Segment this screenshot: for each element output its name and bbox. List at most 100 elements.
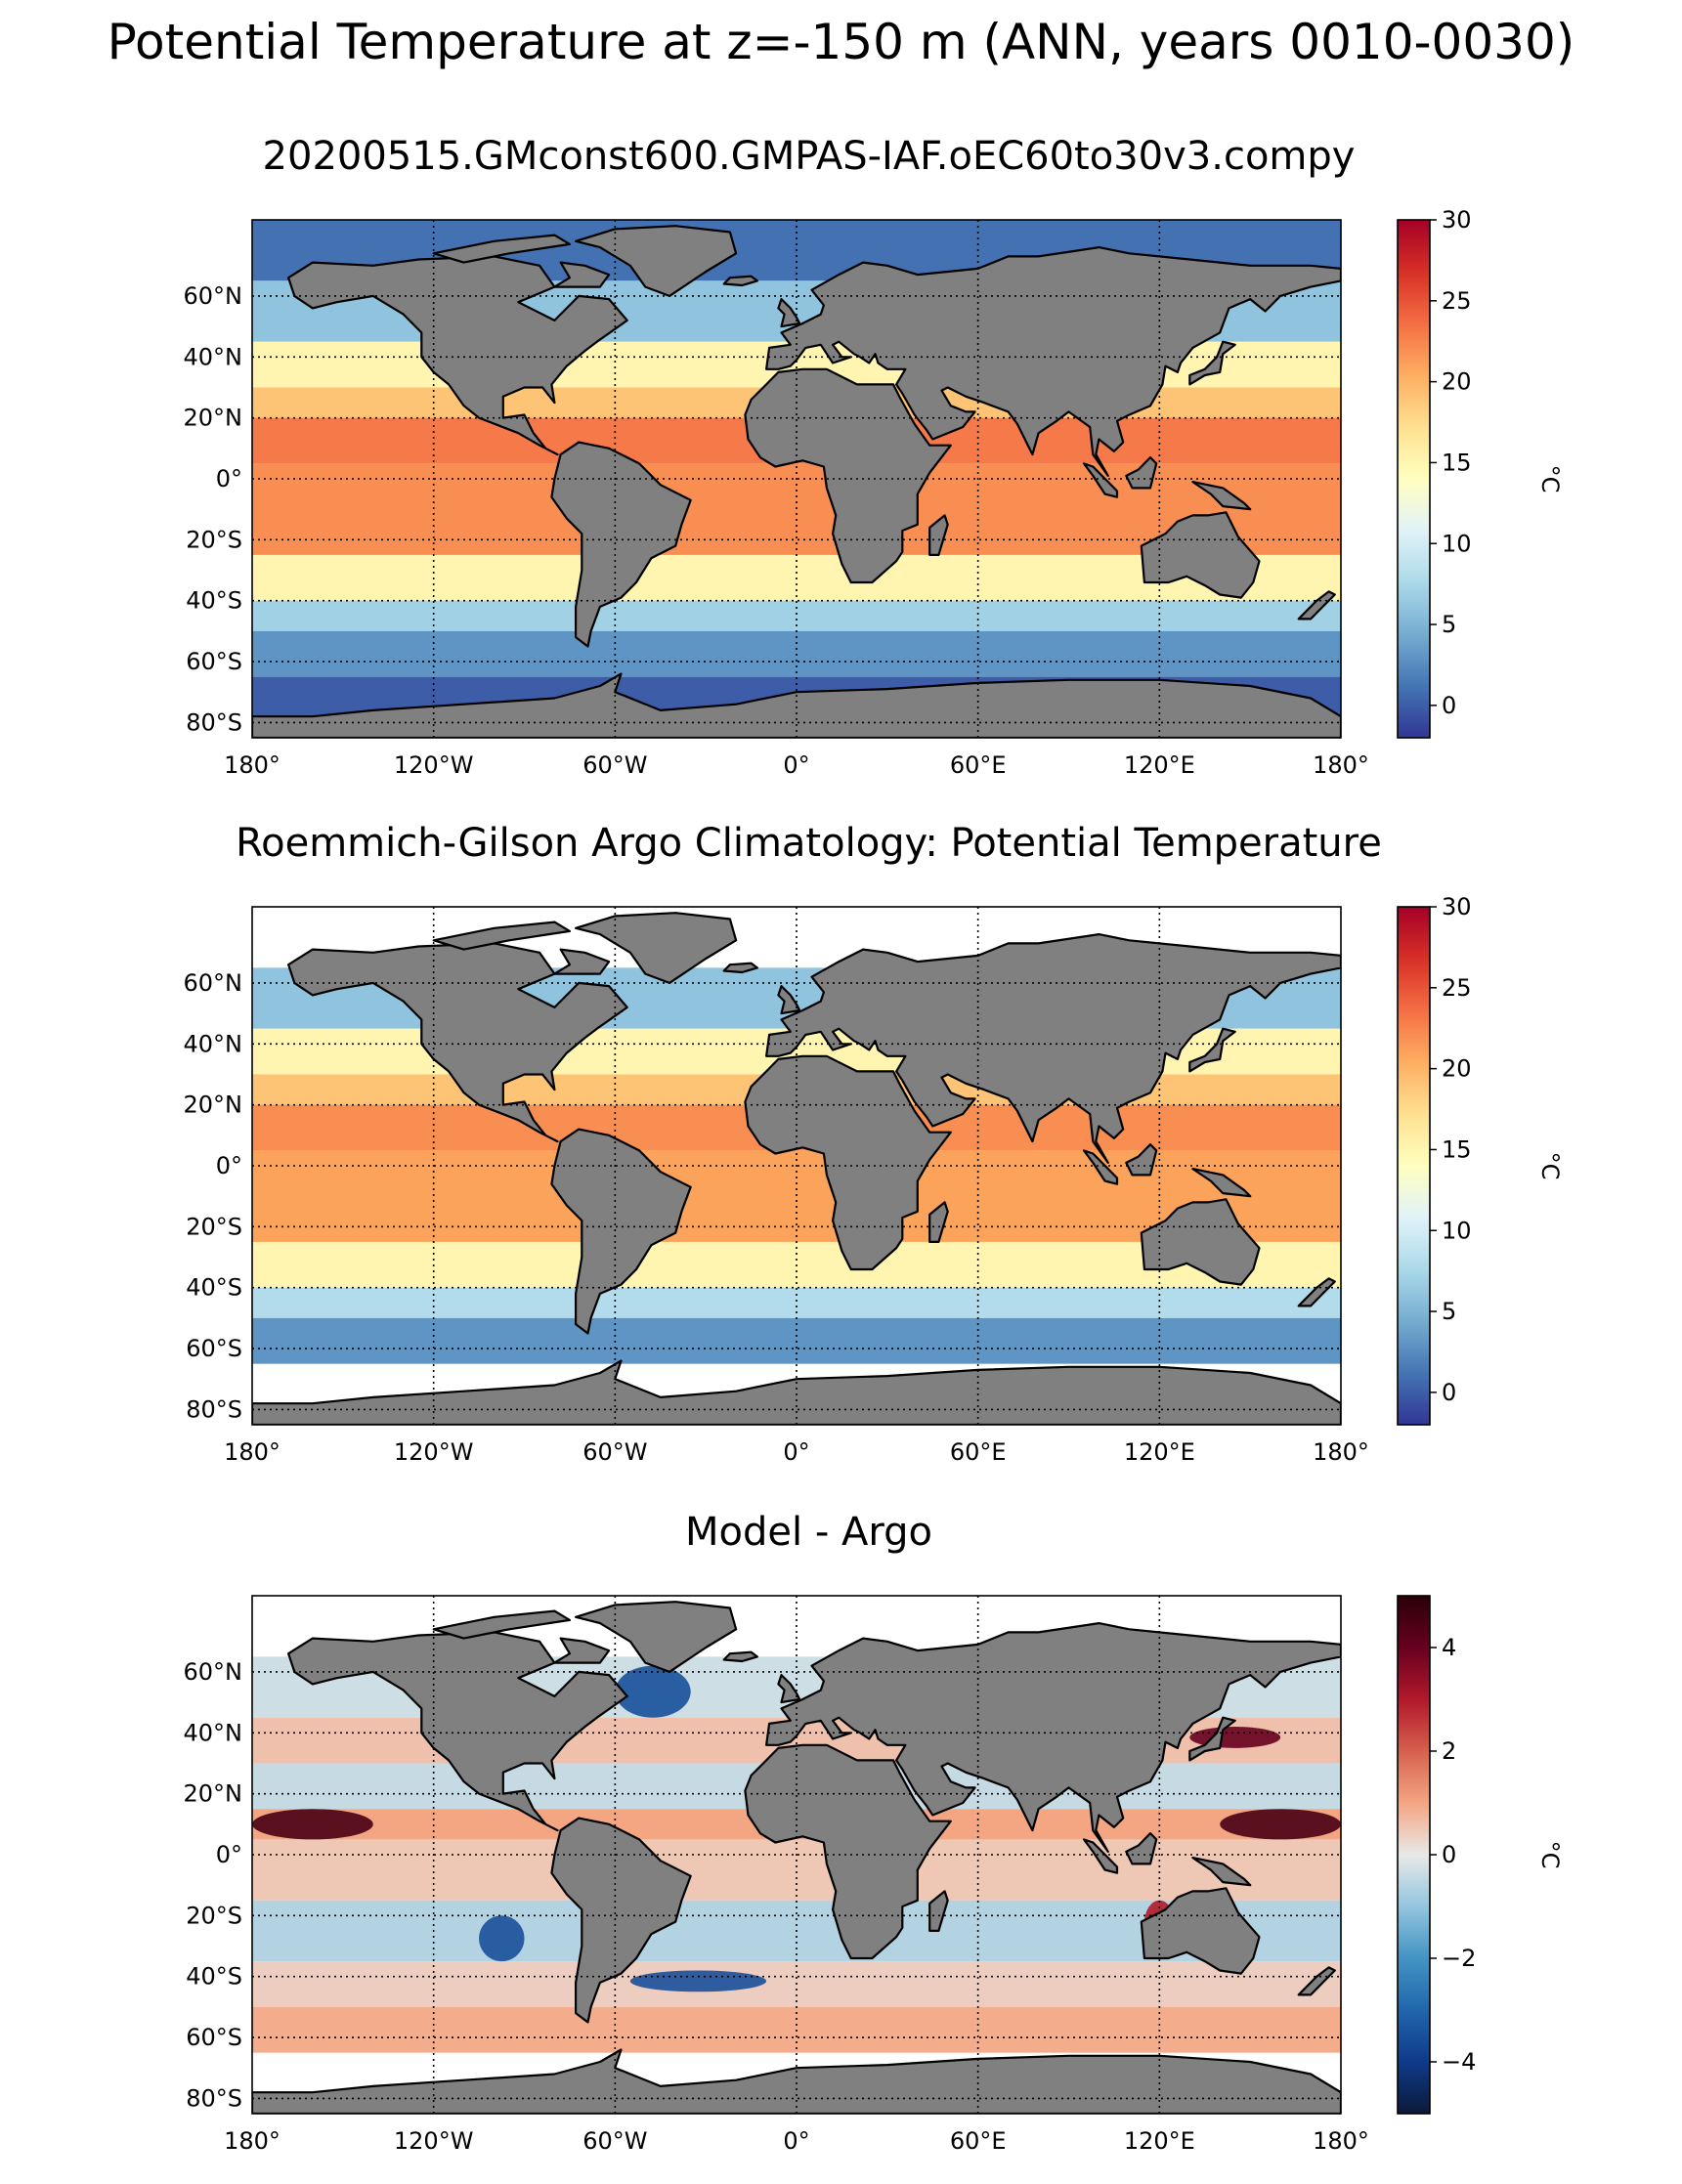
x-tick-label-2: 60°W [582, 751, 647, 779]
x-tick-label-5: 120°E [1124, 751, 1195, 779]
map-frame [251, 1595, 1342, 2115]
x-tick-label-4: 60°E [950, 1438, 1007, 1466]
land-baffin-island [553, 948, 611, 975]
y-tick-label-0: 60°N [184, 282, 243, 310]
land-borneo [1125, 1143, 1158, 1177]
anomaly-feature-4 [479, 1915, 525, 1962]
land-borneo [1125, 456, 1158, 490]
colorbar-tick-label-2: 20 [1442, 1055, 1472, 1083]
land-south-america [550, 441, 692, 648]
land-new-zealand [1297, 1966, 1336, 1996]
land-iceland [722, 1650, 758, 1663]
land-new-zealand [1297, 590, 1336, 621]
x-tick-label-4: 60°E [950, 751, 1007, 779]
y-tick-label-5: 40°S [186, 1963, 242, 1991]
y-tick-label-3: 0° [216, 1152, 242, 1179]
colorbar-tick-label-4: 10 [1442, 530, 1472, 557]
land-new-zealand [1297, 1277, 1336, 1307]
y-tick-label-0: 60°N [184, 1658, 243, 1686]
land-sumatra [1082, 1838, 1119, 1874]
land-baffin-island [553, 261, 611, 288]
colorbar-label: °C [1536, 1841, 1564, 1869]
land-great-britain [777, 297, 801, 328]
land-arctic-islands [432, 234, 572, 264]
land-baffin-island [553, 1637, 611, 1664]
x-tick-label-0: 180° [224, 1438, 280, 1466]
land-borneo [1125, 1832, 1158, 1865]
x-tick-label-5: 120°E [1124, 1438, 1195, 1466]
y-tick-label-2: 20°N [184, 405, 243, 432]
land-sumatra [1082, 462, 1119, 498]
land-new-guinea [1191, 1168, 1252, 1198]
colorbar-tick-label-5: 5 [1442, 1298, 1456, 1325]
colorbar-tick-label-6: 0 [1442, 692, 1456, 719]
colorbar-tick-label-2: 20 [1442, 368, 1472, 396]
y-tick-label-7: 80°S [186, 708, 242, 736]
land-africa [744, 367, 952, 584]
x-tick-label-4: 60°E [950, 2127, 1007, 2155]
y-tick-label-4: 20°S [186, 1213, 242, 1240]
land-japan [1188, 340, 1236, 386]
colorbar-label: °C [1536, 465, 1564, 493]
x-tick-label-1: 120°W [394, 2127, 474, 2155]
land-new-guinea [1191, 1857, 1252, 1887]
colorbar-tick-label-2: 0 [1442, 1841, 1456, 1868]
colorbar [1397, 906, 1431, 1426]
land-new-guinea [1191, 481, 1252, 511]
colorbar-tick-label-0: 30 [1442, 897, 1472, 921]
land-arctic-islands [432, 921, 572, 951]
colorbar-tick-label-5: 5 [1442, 611, 1456, 638]
land-iceland [722, 962, 758, 974]
land-madagascar [928, 1201, 949, 1243]
y-tick-label-1: 40°N [184, 343, 243, 370]
x-tick-label-1: 120°W [394, 751, 474, 779]
colorbar [1397, 1595, 1431, 2115]
anomaly-feature-3 [615, 1665, 691, 1718]
colorbar-tick-label-1: 2 [1442, 1737, 1456, 1765]
land-europe-asia [764, 932, 1341, 1164]
panel-1-chart: 180° 120°W 60°W 0° 60°E 120°E 180° 60°N 40°N 20°N… [184, 210, 1565, 779]
y-tick-label-1: 40°N [184, 1030, 243, 1057]
x-tick-label-2: 60°W [582, 2127, 647, 2155]
colorbar-tick-label-0: 30 [1442, 210, 1472, 234]
land-africa [744, 1054, 952, 1271]
panel-2-title: Roemmich-Gilson Argo Climatology: Potent… [236, 821, 1382, 866]
y-tick-label-6: 60°S [186, 648, 242, 675]
x-tick-label-2: 60°W [582, 1438, 647, 1466]
land-madagascar [928, 514, 949, 556]
anomaly-feature-2 [1220, 1809, 1341, 1840]
colorbar-label: °C [1536, 1152, 1564, 1180]
x-tick-label-6: 180° [1313, 1438, 1369, 1466]
x-tick-label-1: 120°W [394, 1438, 474, 1466]
x-tick-label-5: 120°E [1124, 2127, 1195, 2155]
y-tick-label-4: 20°S [186, 1902, 242, 1929]
anomaly-feature-0 [252, 1809, 373, 1840]
figure-suptitle: Potential Temperature at z=-150 m (ANN, … [107, 14, 1575, 70]
colorbar-tick-label-4: 10 [1442, 1217, 1472, 1244]
colorbar-tick-label-1: 25 [1442, 974, 1472, 1002]
land-north-america [287, 255, 628, 456]
y-tick-label-2: 20°N [184, 1780, 243, 1808]
colorbar-tick-label-0: 4 [1442, 1634, 1456, 1661]
x-tick-label-6: 180° [1313, 2127, 1369, 2155]
colorbar-tick-label-3: −2 [1442, 1945, 1476, 1972]
y-tick-label-7: 80°S [186, 1395, 242, 1423]
x-tick-label-0: 180° [224, 751, 280, 779]
colorbar-tick-label-3: 15 [1442, 1135, 1472, 1163]
x-tick-label-0: 180° [224, 2127, 280, 2155]
land-iceland [722, 275, 758, 287]
data-band-7 [252, 600, 1341, 631]
land-japan [1188, 1027, 1236, 1073]
map-frame [251, 219, 1342, 739]
y-tick-label-2: 20°N [184, 1092, 243, 1119]
y-tick-label-3: 0° [216, 1841, 242, 1868]
land-europe-asia [764, 245, 1341, 477]
panel-3-title: Model - Argo [685, 1510, 932, 1555]
land-north-america [287, 1631, 628, 1832]
y-tick-label-6: 60°S [186, 1335, 242, 1362]
x-tick-label-6: 180° [1313, 751, 1369, 779]
y-tick-label-7: 80°S [186, 2084, 242, 2112]
y-tick-label-6: 60°S [186, 2024, 242, 2051]
y-tick-label-5: 40°S [186, 587, 242, 615]
land-europe-asia [764, 1621, 1341, 1853]
